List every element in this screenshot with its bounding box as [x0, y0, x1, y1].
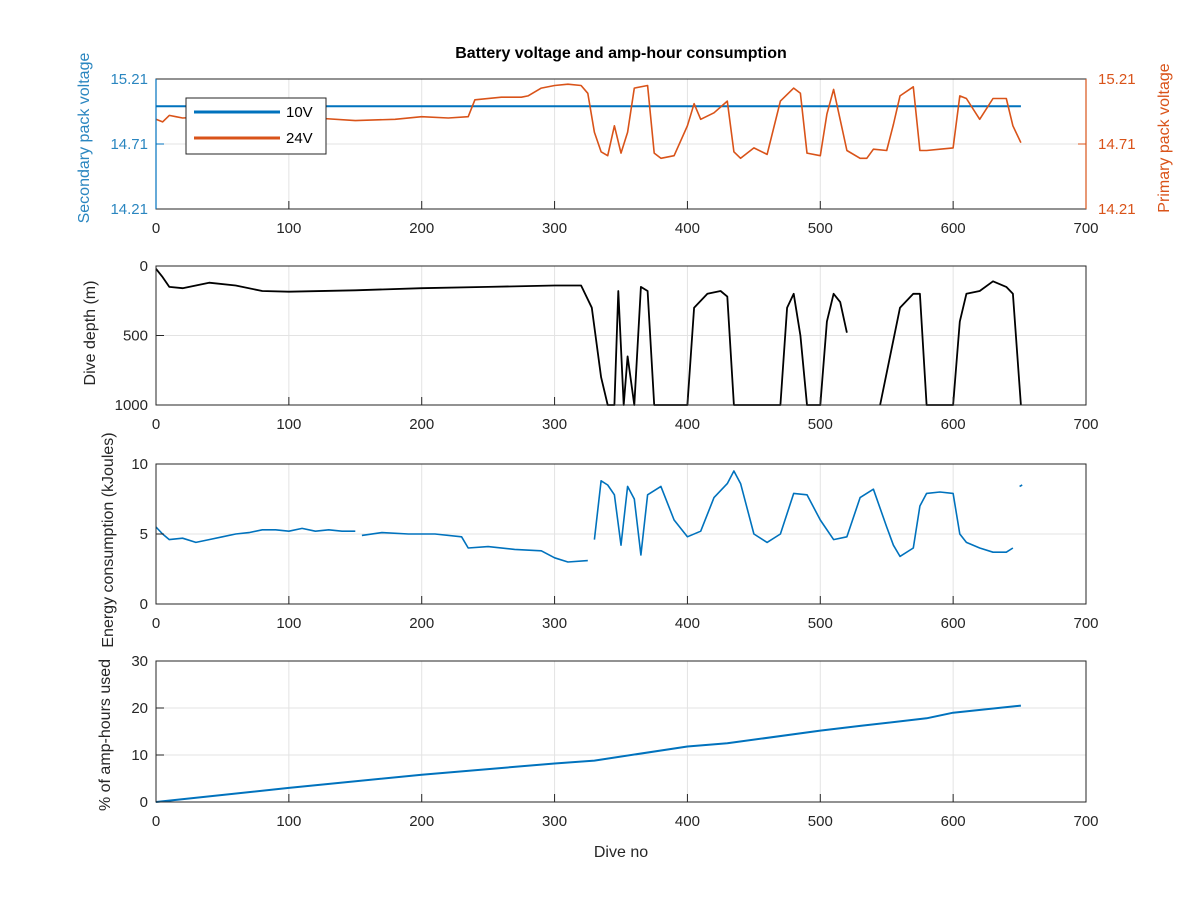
y-tick-label: 0 [140, 258, 148, 275]
x-tick-label: 500 [808, 416, 833, 433]
x-tick-label: 600 [941, 615, 966, 632]
series-line-3 [1019, 484, 1023, 488]
axes-frame [155, 660, 1087, 803]
series-line-1 [361, 531, 588, 563]
y-right-tick-label: 14.21 [1098, 201, 1136, 218]
x-tick-label: 400 [675, 615, 700, 632]
y-tick-label: 500 [123, 328, 148, 345]
legend-label-10v: 10V [286, 104, 313, 121]
series-line-0 [155, 526, 356, 544]
y-tick-label: 0 [140, 794, 148, 811]
x-tick-label: 700 [1073, 615, 1098, 632]
x-tick-label: 200 [409, 813, 434, 830]
y-tick-label: 30 [131, 653, 148, 670]
x-tick-label: 100 [276, 813, 301, 830]
x-tick-label: 0 [152, 813, 160, 830]
series-line-0 [155, 704, 1022, 803]
x-tick-label: 500 [808, 813, 833, 830]
y-tick-label: 5 [140, 526, 148, 543]
y-tick-label: 20 [131, 700, 148, 717]
series-line-1 [879, 280, 1022, 406]
x-tick-label: 100 [276, 615, 301, 632]
y-axis-label-depth: Dive depth (m) [82, 281, 99, 386]
x-tick-label: 100 [276, 416, 301, 433]
x-tick-label: 200 [409, 416, 434, 433]
y-tick-label: 1000 [115, 397, 148, 414]
amp-hours-axes: 0 100 200 300 400 500 600 700 0 10 20 30 % of amp-… [97, 653, 1099, 861]
x-tick-label: 300 [542, 813, 567, 830]
x-tick-label: 600 [941, 813, 966, 830]
y-tick-label: 14.21 [110, 201, 148, 218]
series-line-24v [155, 83, 1022, 160]
chart-title: Battery voltage and amp-hour consumption [455, 45, 787, 62]
series-line-0 [155, 268, 848, 406]
plot-area [156, 661, 1086, 802]
y-axis-label-energy: Energy consumption (kJoules) [100, 432, 117, 647]
x-tick-label: 300 [542, 615, 567, 632]
y-axis-label-right: Primary pack voltage [1156, 63, 1173, 212]
energy-axes: 0 100 200 300 400 500 600 700 0 5 10 Energy consu… [100, 432, 1099, 647]
x-tick-label: 600 [941, 416, 966, 433]
x-tick-label: 200 [409, 615, 434, 632]
x-tick-label: 700 [1073, 220, 1098, 237]
x-tick-label: 500 [808, 615, 833, 632]
axes-frame [155, 265, 1087, 406]
x-tick-label: 100 [276, 220, 301, 237]
x-tick-label: 300 [542, 220, 567, 237]
voltage-axes: Battery voltage and amp-hour consumption… [76, 45, 1173, 237]
y-tick-label: 10 [131, 747, 148, 764]
y-right-tick-label: 14.71 [1098, 136, 1136, 153]
y-right-tick-label: 15.21 [1098, 71, 1136, 88]
x-tick-label: 600 [941, 220, 966, 237]
x-tick-label: 0 [152, 416, 160, 433]
x-tick-label: 700 [1073, 813, 1098, 830]
series-line-2 [593, 470, 1014, 558]
legend-box [185, 97, 327, 155]
x-tick-label: 700 [1073, 416, 1098, 433]
y-tick-label: 10 [131, 456, 148, 473]
x-tick-label: 500 [808, 220, 833, 237]
x-axis-label: Dive no [594, 844, 648, 861]
x-tick-label: 400 [675, 220, 700, 237]
x-tick-label: 300 [542, 416, 567, 433]
y-axis-label-left: Secondary pack voltage [76, 53, 93, 224]
legend: 10V 24V [185, 97, 327, 155]
y-tick-label: 0 [140, 596, 148, 613]
x-tick-label: 400 [675, 416, 700, 433]
depth-axes: 0 100 200 300 400 500 600 700 0 500 1000 Dive dep… [82, 258, 1099, 433]
y-tick-label: 14.71 [110, 136, 148, 153]
x-tick-label: 0 [152, 220, 160, 237]
axes-frame [155, 463, 1087, 605]
x-tick-label: 200 [409, 220, 434, 237]
x-tick-label: 400 [675, 813, 700, 830]
y-axis-label-amp-hours: % of amp-hours used [97, 659, 114, 811]
legend-label-24v: 24V [286, 130, 313, 147]
x-tick-label: 0 [152, 615, 160, 632]
y-tick-label: 15.21 [110, 71, 148, 88]
